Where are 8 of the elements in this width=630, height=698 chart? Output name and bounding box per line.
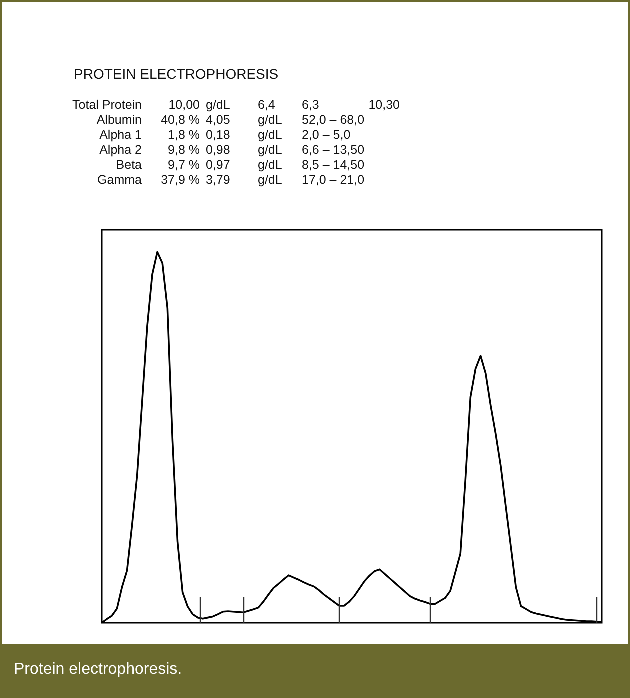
text: Gamma 37,9 % 3,79 g/dL 17,0 – 21,0 <box>98 173 365 187</box>
chart-title: PROTEIN ELECTROPHORESIS <box>74 66 279 82</box>
text: Alpha 2 9,8 % 0,98 g/dL 6,6 – 13,50 <box>100 143 365 157</box>
text: Total Protein 10,00 g/dL 6,4 6,3 10,30 <box>72 98 400 112</box>
text: Alpha 1 1,8 % 0,18 g/dL 2,0 – 5,0 <box>100 128 351 142</box>
text: Beta 9,7 % 0,97 g/dL 8,5 – 14,50 <box>116 158 365 172</box>
text: Protein electrophoresis. <box>2 644 628 696</box>
text: Albumin 40,8 % 4,05 g/dL 52,0 – 68,0 <box>96 113 365 127</box>
